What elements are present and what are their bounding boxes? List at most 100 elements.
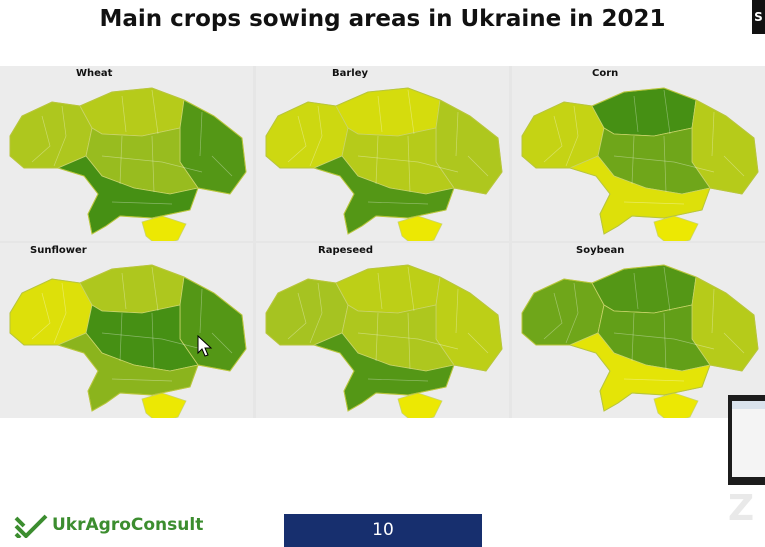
oblast-border [31, 292, 51, 340]
ukraine-map-rapeseed [265, 264, 503, 418]
oblast-border [633, 95, 639, 133]
logo-text: UkrAgroConsult [52, 515, 204, 535]
oblast-border [287, 292, 307, 340]
oblast-border [377, 95, 383, 133]
ukraine-map-wheat [9, 87, 247, 241]
map-region-crimea [653, 392, 699, 418]
screen-share-corner: S [752, 0, 765, 34]
map-region-north [79, 87, 185, 137]
oblast-border [407, 135, 411, 193]
oblast-border [663, 266, 671, 312]
oblast-border [53, 282, 67, 344]
oblast-border [631, 312, 635, 362]
oblast-border [151, 89, 159, 135]
oblast-border [543, 292, 563, 340]
map-region-crimea [397, 215, 443, 241]
ukraine-map-barley [265, 87, 503, 241]
oblast-border [375, 135, 379, 185]
oblast-border [367, 378, 429, 382]
oblast-border [711, 288, 715, 334]
country-outline [9, 87, 247, 235]
map-region-crimea [397, 392, 443, 418]
oblast-border [287, 115, 307, 163]
ukraine-map-corn [521, 87, 759, 241]
oblast-border [613, 332, 715, 350]
slide-title: Main crops sowing areas in Ukraine in 20… [99, 6, 666, 32]
oblast-border [119, 135, 123, 185]
oblast-border [455, 288, 459, 334]
map-panel-wheat: Wheat [0, 66, 253, 241]
country-outline [9, 264, 247, 412]
oblast-border [613, 155, 715, 173]
map-label-rapeseed: Rapeseed [318, 245, 374, 256]
page-number-box: 10 [284, 514, 482, 547]
map-region-west [521, 278, 605, 346]
map-region-west [9, 278, 93, 346]
maps-grid: Wheat Barley Corn Sunflower Rapeseed Soy… [0, 66, 765, 418]
oblast-border [631, 135, 635, 185]
ukragroconsult-logo-icon [14, 514, 48, 538]
oblast-border [53, 105, 67, 167]
map-region-north [335, 264, 441, 314]
oblast-border [407, 312, 411, 370]
oblast-border [467, 332, 489, 354]
map-region-north [591, 264, 697, 314]
oblast-border [623, 201, 685, 205]
oblast-border [199, 111, 203, 157]
map-panel-barley: Barley [256, 66, 509, 241]
oblast-border [199, 288, 203, 334]
oblast-border [723, 155, 745, 177]
map-label-corn: Corn [592, 68, 619, 79]
oblast-border [357, 332, 459, 350]
oblast-border [377, 272, 383, 310]
oblast-border [663, 135, 667, 193]
oblast-border [467, 155, 489, 177]
country-outline [265, 87, 503, 235]
oblast-border [119, 312, 123, 362]
map-region-crimea [141, 392, 187, 418]
oblast-border [211, 155, 233, 177]
oblast-border [723, 332, 745, 354]
country-outline [521, 87, 759, 235]
map-panel-corn: Corn [512, 66, 765, 241]
oblast-border [121, 95, 127, 133]
oblast-border [663, 312, 667, 370]
oblast-border [711, 111, 715, 157]
oblast-border [663, 89, 671, 135]
oblast-border [543, 115, 563, 163]
map-region-west [521, 101, 605, 169]
oblast-border [407, 89, 415, 135]
video-thumbnail-header [732, 401, 765, 409]
oblast-border [151, 135, 155, 193]
country-outline [521, 264, 759, 412]
oblast-border [633, 272, 639, 310]
oblast-border [111, 378, 173, 382]
oblast-border [211, 332, 233, 354]
oblast-border [309, 105, 323, 167]
map-region-west [9, 101, 93, 169]
zoom-watermark-icon: Z [728, 488, 754, 529]
map-region-north [335, 87, 441, 137]
map-region-west [265, 101, 349, 169]
oblast-border [455, 111, 459, 157]
oblast-border [407, 266, 415, 312]
oblast-border [623, 378, 685, 382]
map-region-west [265, 278, 349, 346]
oblast-border [367, 201, 429, 205]
country-outline [265, 264, 503, 412]
oblast-border [101, 155, 203, 173]
ukraine-map-sunflower [9, 264, 247, 418]
oblast-border [101, 332, 203, 350]
video-thumbnail-content [732, 401, 765, 477]
oblast-border [565, 105, 579, 167]
mouse-cursor-icon [197, 335, 213, 357]
map-label-soybean: Soybean [576, 245, 625, 256]
video-thumbnail[interactable] [728, 395, 765, 485]
map-label-barley: Barley [332, 68, 369, 79]
oblast-border [375, 312, 379, 362]
map-label-wheat: Wheat [76, 68, 113, 79]
ukraine-map-soybean [521, 264, 759, 418]
map-panel-sunflower: Sunflower [0, 243, 253, 418]
oblast-border [111, 201, 173, 205]
oblast-border [151, 266, 159, 312]
